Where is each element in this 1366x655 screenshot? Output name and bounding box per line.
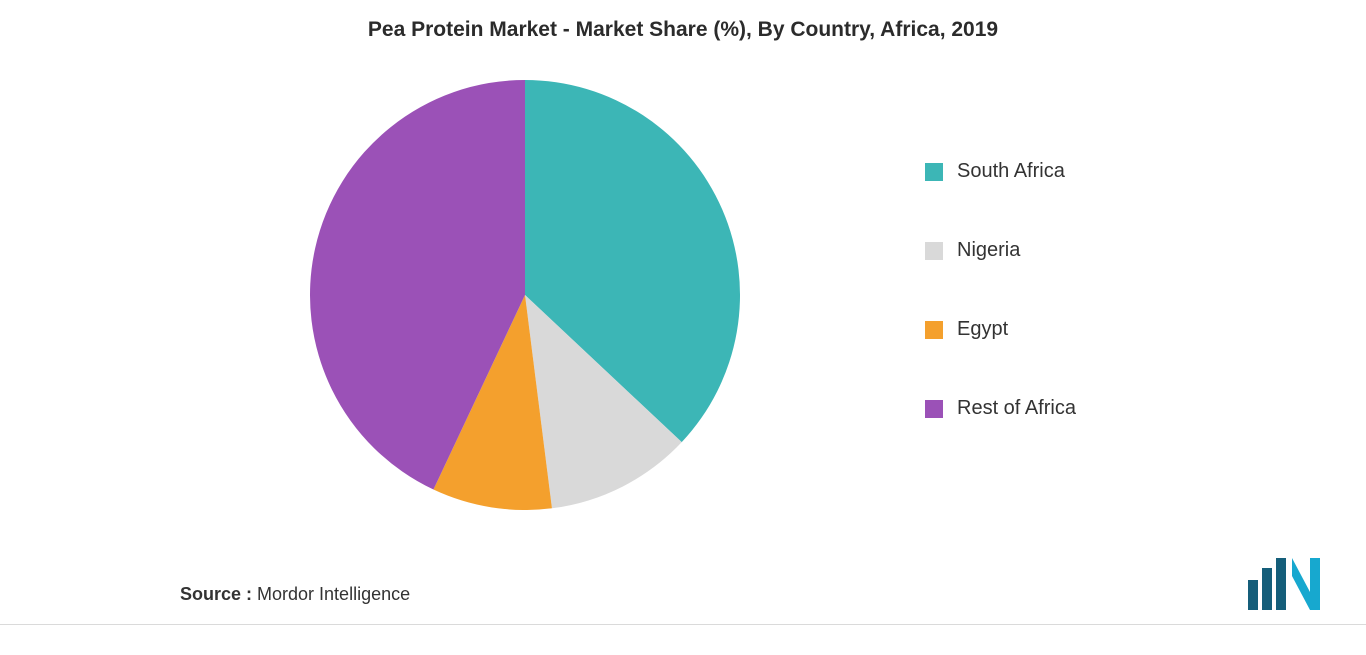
legend-swatch [925,400,943,418]
divider-line [0,624,1366,625]
source-value: Mordor Intelligence [252,584,410,604]
mordor-logo [1248,558,1326,610]
legend-label: Egypt [957,318,1008,341]
legend-item-egypt: Egypt [925,318,1076,341]
legend-swatch [925,163,943,181]
legend-label: Rest of Africa [957,397,1076,420]
legend: South Africa Nigeria Egypt Rest of Africa [925,160,1076,476]
source-line: Source : Mordor Intelligence [180,584,410,605]
legend-item-south-africa: South Africa [925,160,1076,183]
legend-swatch [925,321,943,339]
source-label: Source : [180,584,252,604]
chart-title: Pea Protein Market - Market Share (%), B… [0,18,1366,42]
legend-label: South Africa [957,160,1065,183]
legend-item-nigeria: Nigeria [925,239,1076,262]
legend-swatch [925,242,943,260]
legend-item-rest-of-africa: Rest of Africa [925,397,1076,420]
legend-label: Nigeria [957,239,1020,262]
pie-chart [310,80,740,510]
